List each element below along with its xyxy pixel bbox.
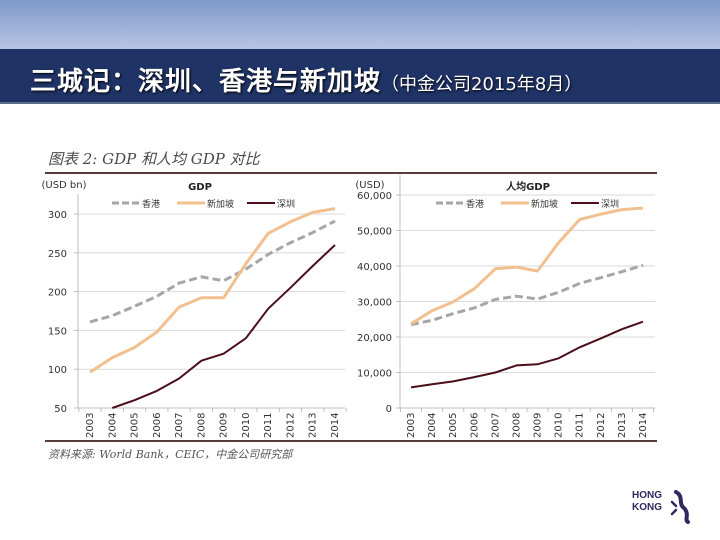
x-tick-label: 2004 [427,413,438,438]
legend-label: 香港 [466,198,484,210]
x-tick-label: 2003 [85,413,96,438]
y-tick-label: 250 [48,249,67,260]
bottom-rule [45,440,657,442]
top-rule [45,172,657,174]
x-tick-label: 2011 [575,413,586,438]
series-line [410,206,644,326]
slide-title-main: 三城记：深圳、香港与新加坡 [30,67,382,97]
x-tick-label: 2006 [152,413,163,438]
y-tick-label: 300 [48,210,67,221]
x-tick-label: 2003 [406,413,417,438]
figure-title: 图表 2: GDP 和人均 GDP 对比 [48,150,260,168]
hong-kong-logo: HONG KONG [626,488,696,524]
series-line [410,320,644,389]
y-tick-label: 20,000 [357,333,392,344]
y-axis-label: (USD bn) [41,180,86,191]
legend-label: 新加坡 [207,198,234,210]
legend-label: 香港 [142,198,160,210]
logo-line-2: KONG [632,502,662,513]
x-tick-label: 2008 [511,413,522,438]
chart-title: 人均GDP [506,180,550,193]
logo-text: HONG KONG [626,490,662,514]
series-line [89,219,336,324]
x-tick-label: 2006 [469,413,480,438]
x-tick-label: 2011 [263,413,274,438]
y-tick-label: 60,000 [357,191,392,202]
y-tick-label: 10,000 [357,369,392,380]
x-tick-label: 2014 [330,413,341,438]
y-tick-label: 40,000 [357,262,392,273]
x-tick-label: 2010 [241,413,252,438]
slide-title: 三城记：深圳、香港与新加坡（中金公司2015年8月） [30,61,582,98]
x-tick-label: 2010 [554,413,565,438]
source-note: 资料来源: World Bank，CEIC，中金公司研究部 [48,448,293,461]
y-tick-label: 0 [386,404,392,415]
series-line [410,263,644,327]
title-banner: 三城记：深圳、香港与新加坡（中金公司2015年8月） [0,49,720,104]
y-tick-label: 30,000 [357,298,392,309]
legend-label: 深圳 [601,199,619,210]
x-tick-label: 2007 [490,413,501,438]
x-tick-label: 2012 [596,413,607,438]
chart-title: GDP [188,182,212,193]
y-tick-label: 150 [48,326,67,337]
y-tick-label: 200 [48,288,67,299]
legend-label: 深圳 [277,199,295,210]
slide-title-source: （中金公司2015年8月） [381,74,583,95]
y-tick-label: 50,000 [357,227,392,238]
series-line [89,207,336,374]
x-tick-label: 2013 [308,413,319,438]
logo-mark-icon [670,490,690,524]
x-tick-label: 2013 [617,413,628,438]
y-axis-label: (USD) [355,180,384,191]
header-background [0,0,720,50]
x-tick-label: 2007 [174,413,185,438]
x-tick-label: 2012 [285,413,296,438]
x-tick-label: 2005 [448,413,459,438]
logo-line-1: HONG [632,490,662,501]
y-tick-label: 50 [54,404,67,415]
legend-label: 新加坡 [531,198,558,210]
series-line [111,244,336,409]
x-tick-label: 2004 [107,413,118,438]
x-tick-label: 2009 [533,413,544,438]
x-tick-label: 2014 [638,413,649,438]
x-tick-label: 2009 [219,413,230,438]
x-tick-label: 2008 [196,413,207,438]
y-tick-label: 100 [48,365,67,376]
x-tick-label: 2005 [130,413,141,438]
